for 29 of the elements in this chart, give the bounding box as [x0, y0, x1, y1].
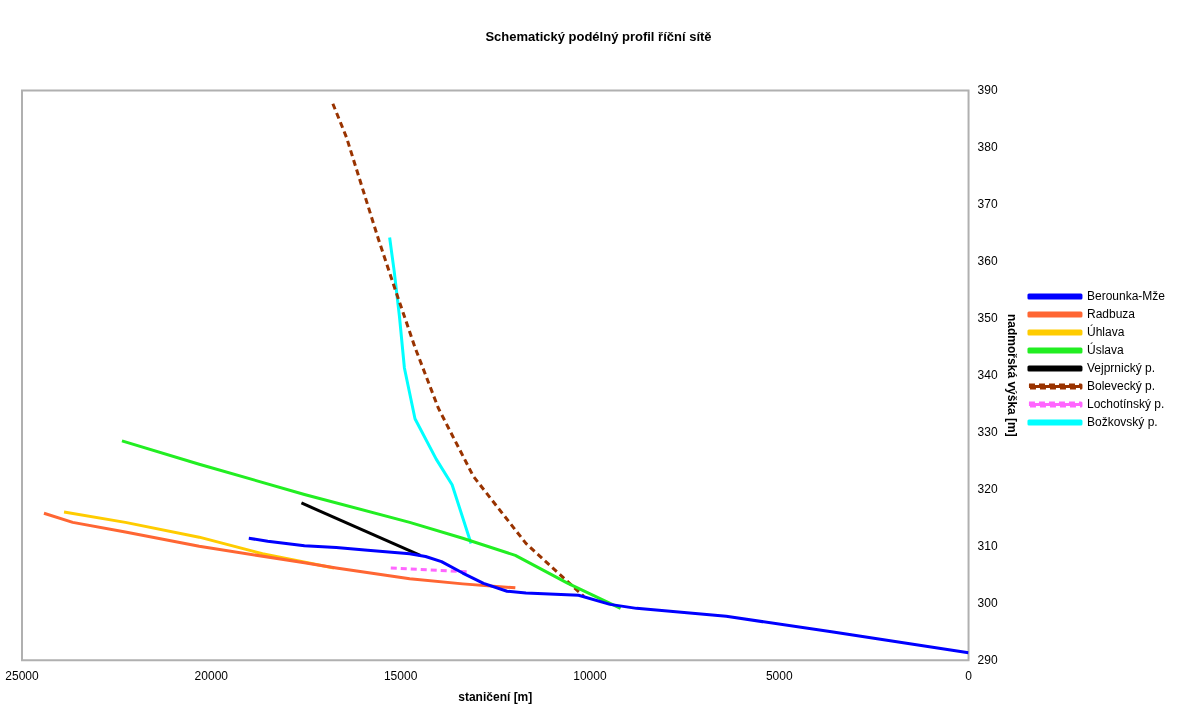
y-tick-label: 310 — [977, 538, 998, 553]
x-tick-label: 0 — [965, 668, 973, 683]
y-tick-label: 390 — [977, 82, 998, 97]
y-tick-label: 330 — [977, 424, 998, 439]
legend-label: Berounka-Mže — [1086, 288, 1166, 303]
y-tick-label: 370 — [977, 196, 998, 211]
chart-title: Schematický podélný profil říční sítě — [485, 29, 712, 45]
legend-label: Božkovský p. — [1086, 414, 1158, 429]
legend-label: Radbuza — [1086, 306, 1136, 321]
legend-label: Vejprnický p. — [1086, 360, 1156, 375]
line-series — [331, 102, 586, 598]
y-tick-label: 380 — [977, 139, 998, 154]
y-tick-label: 350 — [977, 310, 998, 325]
legend-label: Bolevecký p. — [1086, 378, 1156, 393]
x-axis-title: staničení [m] — [458, 690, 533, 705]
legend-label: Úhlava — [1086, 323, 1125, 339]
y-tick-label: 300 — [977, 595, 998, 610]
x-tick-label: 20000 — [194, 668, 229, 683]
x-tick-label: 15000 — [383, 668, 418, 683]
y-tick-label: 320 — [977, 481, 998, 496]
x-tick-label: 25000 — [5, 668, 40, 683]
legend-label: Úslava — [1086, 341, 1124, 357]
y-tick-label: 340 — [977, 367, 998, 382]
x-tick-label: 5000 — [765, 668, 793, 683]
legend-label: Lochotínský p. — [1086, 396, 1165, 411]
y-tick-label: 290 — [977, 652, 998, 667]
y-axis-title: nadmořská výška [m] — [1005, 314, 1020, 437]
x-tick-label: 10000 — [573, 668, 607, 683]
y-tick-label: 360 — [977, 253, 998, 268]
